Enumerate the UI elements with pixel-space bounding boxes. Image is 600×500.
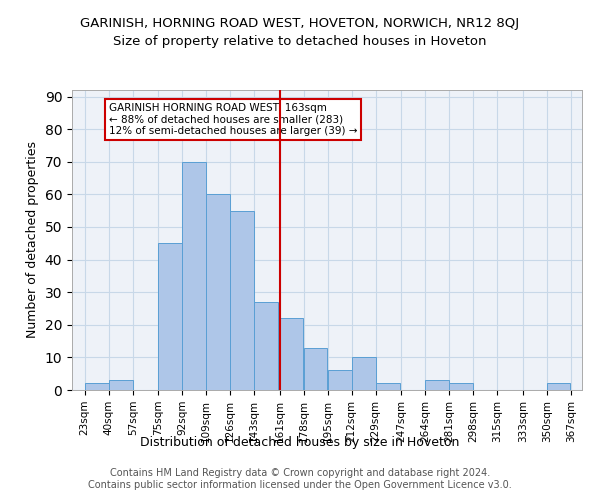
Bar [85, 384, 109, 390]
Bar [425, 380, 449, 390]
Text: Contains HM Land Registry data © Crown copyright and database right 2024.
Contai: Contains HM Land Registry data © Crown c… [88, 468, 512, 490]
Bar [280, 318, 304, 390]
Bar [328, 370, 352, 390]
Bar [206, 194, 230, 390]
Text: Distribution of detached houses by size in Hoveton: Distribution of detached houses by size … [140, 436, 460, 449]
Bar [254, 302, 278, 390]
Bar [109, 380, 133, 390]
Bar [230, 210, 254, 390]
Bar [547, 384, 571, 390]
Bar [304, 348, 328, 390]
Bar [376, 384, 400, 390]
Bar [449, 384, 473, 390]
Text: GARINISH, HORNING ROAD WEST, HOVETON, NORWICH, NR12 8QJ: GARINISH, HORNING ROAD WEST, HOVETON, NO… [80, 18, 520, 30]
Bar [352, 358, 376, 390]
Text: GARINISH HORNING ROAD WEST: 163sqm
← 88% of detached houses are smaller (283)
12: GARINISH HORNING ROAD WEST: 163sqm ← 88%… [109, 103, 357, 136]
Text: Size of property relative to detached houses in Hoveton: Size of property relative to detached ho… [113, 35, 487, 48]
Bar [158, 244, 182, 390]
Y-axis label: Number of detached properties: Number of detached properties [26, 142, 39, 338]
Bar [182, 162, 206, 390]
